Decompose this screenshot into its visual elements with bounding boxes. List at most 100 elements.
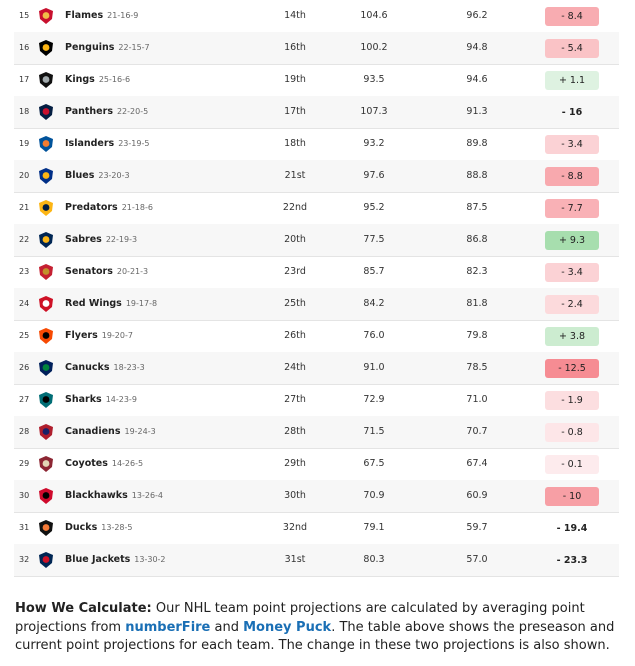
team-name: Blues 23-20-3 (65, 160, 130, 192)
change-badge: - 10 (545, 487, 599, 506)
change-badge: - 3.4 (545, 263, 599, 282)
row-rank: 27 (19, 395, 30, 404)
team-label: Penguins (65, 42, 115, 53)
team-record: 23-19-5 (118, 139, 150, 148)
team-label: Flyers (65, 330, 98, 341)
team-name: Blackhawks 13-26-4 (65, 480, 163, 512)
blues-logo-icon (37, 167, 55, 185)
row-rank: 26 (19, 363, 30, 372)
projected-rank: 24th (284, 362, 306, 373)
team-record: 22-19-3 (105, 235, 138, 244)
current-projection: 86.8 (466, 234, 488, 245)
team-label: Flames (65, 10, 104, 21)
table-row: 16 Penguins 22-15-7 16th 100.2 94.8 - 5.4 (14, 32, 619, 65)
team-name: Flyers 19-20-7 (65, 320, 133, 352)
row-rank: 32 (19, 555, 30, 564)
team-record: 20-21-3 (116, 267, 149, 276)
preseason-projection: 95.2 (363, 202, 385, 213)
table-row: 23 Senators 20-21-3 23rd 85.7 82.3 - 3.4 (14, 256, 619, 289)
flyers-logo-icon (37, 327, 55, 345)
team-label: Sharks (65, 394, 102, 405)
change-badge: + 9.3 (545, 231, 599, 250)
team-name: Senators 20-21-3 (65, 256, 148, 288)
table-row: 32 Blue Jackets 13-30-2 31st 80.3 57.0 - 23.3 (14, 544, 619, 577)
team-name: Penguins 22-15-7 (65, 32, 150, 64)
kings-logo-icon (37, 71, 55, 89)
projected-rank: 20th (284, 234, 306, 245)
change-badge: - 7.7 (545, 199, 599, 218)
note-text-1: Our NHL team point projections are calcu… (15, 601, 585, 635)
current-projection: 59.7 (466, 522, 488, 533)
current-projection: 94.6 (466, 74, 488, 85)
table-row: 18 Panthers 22-20-5 17th 107.3 91.3 - 16 (14, 96, 619, 129)
note-text-3: . The table above shows the preseason an… (15, 619, 615, 654)
projected-rank: 19th (284, 74, 306, 85)
change-badge: - 0.1 (545, 455, 599, 474)
projected-rank: 27th (284, 394, 306, 405)
team-record: 19-20-7 (101, 331, 133, 340)
change-badge: + 1.1 (545, 71, 599, 90)
table-row: 27 Sharks 14-23-9 27th 72.9 71.0 - 1.9 (14, 384, 619, 417)
preseason-projection: 80.3 (363, 554, 385, 565)
projected-rank: 16th (284, 42, 306, 53)
projected-rank: 21st (284, 170, 306, 181)
row-rank: 17 (19, 75, 30, 84)
team-label: Kings (65, 74, 95, 85)
row-rank: 23 (19, 267, 30, 276)
current-projection: 60.9 (466, 490, 488, 501)
table-row: 17 Kings 25-16-6 19th 93.5 94.6 + 1.1 (14, 64, 619, 97)
preseason-projection: 93.5 (363, 74, 385, 85)
table-row: 31 Ducks 13-28-5 32nd 79.1 59.7 - 19.4 (14, 512, 619, 545)
row-rank: 24 (19, 299, 30, 308)
table-row: 19 Islanders 23-19-5 18th 93.2 89.8 - 3.4 (14, 128, 619, 161)
team-record: 23-20-3 (98, 171, 130, 180)
money-puck-link[interactable]: Money Puck (243, 619, 332, 635)
sharks-logo-icon (37, 391, 55, 409)
row-rank: 25 (19, 331, 30, 340)
team-label: Ducks (65, 522, 98, 533)
penguins-logo-icon (37, 39, 55, 57)
current-projection: 82.3 (466, 266, 488, 277)
predators-logo-icon (37, 199, 55, 217)
note-heading: How We Calculate: (15, 601, 152, 616)
row-rank: 28 (19, 427, 30, 436)
change-badge: - 8.8 (545, 167, 599, 186)
projected-rank: 30th (284, 490, 306, 501)
row-rank: 15 (19, 11, 30, 20)
team-record: 19-24-3 (124, 427, 156, 436)
row-rank: 16 (19, 43, 30, 52)
team-name: Flames 21-16-9 (65, 0, 138, 32)
current-projection: 91.3 (466, 106, 488, 117)
preseason-projection: 97.6 (363, 170, 385, 181)
table-row: 15 Flames 21-16-9 14th 104.6 96.2 - 8.4 (14, 0, 619, 33)
team-record: 21-18-6 (121, 203, 153, 212)
change-badge: - 19.4 (556, 523, 588, 534)
preseason-projection: 104.6 (360, 10, 388, 21)
panthers-logo-icon (37, 103, 55, 121)
projected-rank: 14th (284, 10, 306, 21)
team-name: Panthers 22-20-5 (65, 96, 148, 128)
row-rank: 31 (19, 523, 30, 532)
team-name: Islanders 23-19-5 (65, 128, 149, 160)
row-rank: 22 (19, 235, 30, 244)
team-label: Blues (65, 170, 95, 181)
projected-rank: 31st (284, 554, 306, 565)
team-record: 25-16-6 (98, 75, 131, 84)
preseason-projection: 85.7 (363, 266, 385, 277)
preseason-projection: 100.2 (360, 42, 388, 53)
change-badge: - 23.3 (556, 555, 588, 566)
change-badge: - 2.4 (545, 295, 599, 314)
team-name: Canucks 18-23-3 (65, 352, 145, 384)
change-badge: - 1.9 (545, 391, 599, 410)
current-projection: 79.8 (466, 330, 488, 341)
team-label: Panthers (65, 106, 113, 117)
team-name: Canadiens 19-24-3 (65, 416, 156, 448)
row-rank: 20 (19, 171, 30, 180)
preseason-projection: 107.3 (360, 106, 388, 117)
team-name: Sharks 14-23-9 (65, 384, 137, 416)
canucks-logo-icon (37, 359, 55, 377)
preseason-projection: 71.5 (363, 426, 385, 437)
blackhawks-logo-icon (37, 487, 55, 505)
current-projection: 81.8 (466, 298, 488, 309)
numberfire-link[interactable]: numberFire (125, 619, 211, 635)
